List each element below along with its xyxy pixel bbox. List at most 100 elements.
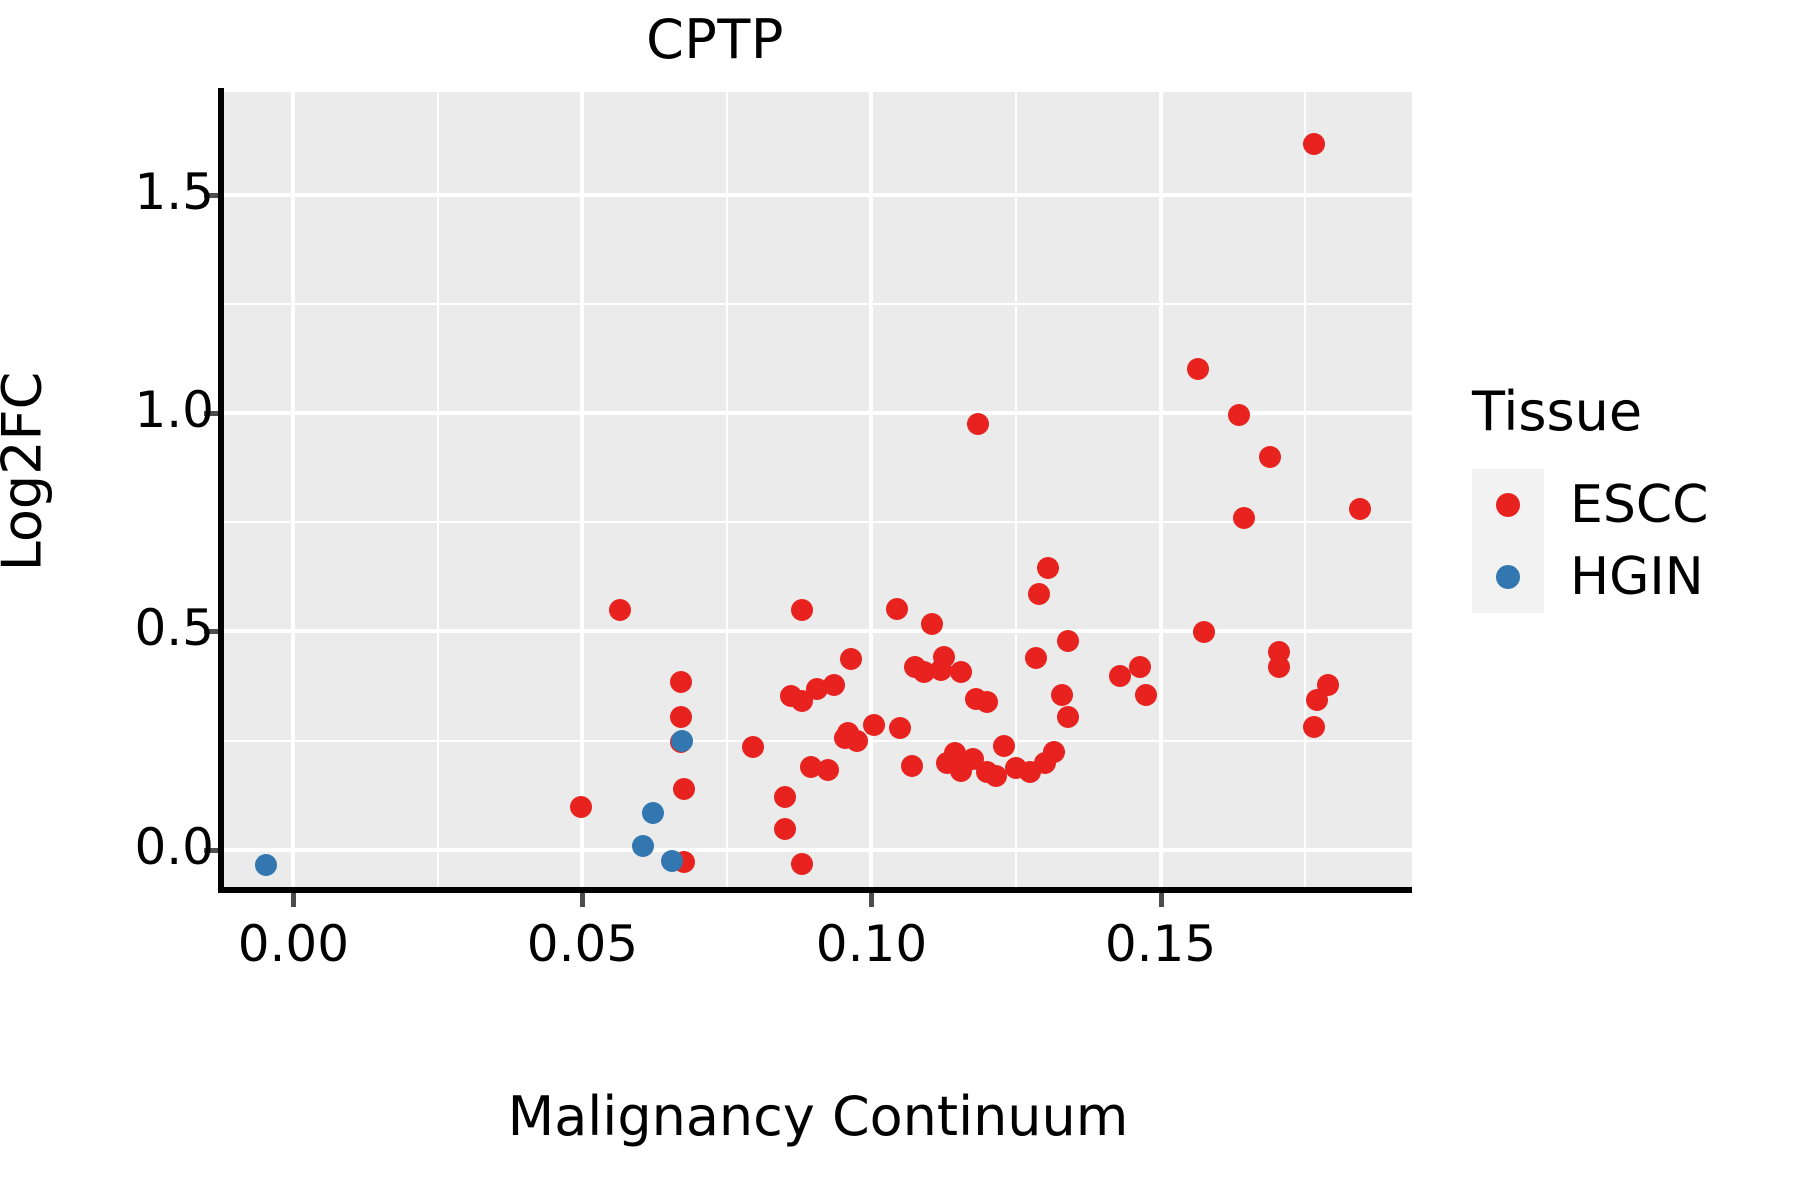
x-tick-mark: [869, 893, 875, 907]
gridline-y-minor: [224, 521, 1412, 524]
data-point-escc: [921, 612, 944, 635]
gridline-x-minor: [436, 92, 439, 887]
gridline-y-major: [224, 629, 1412, 634]
data-point-escc: [1036, 557, 1059, 580]
plot-panel-wrapper: [224, 92, 1412, 887]
gridline-y-major: [224, 192, 1412, 197]
x-axis-line: [218, 887, 1412, 893]
gridline-x-major: [580, 92, 585, 887]
data-point-escc: [669, 670, 692, 693]
data-point-hgin: [632, 834, 655, 857]
data-point-escc: [967, 412, 990, 435]
x-tick-mark: [291, 893, 297, 907]
page-title: CPTP: [646, 8, 784, 71]
data-point-escc: [822, 673, 845, 696]
data-point-escc: [791, 599, 814, 622]
data-point-escc: [773, 817, 796, 840]
data-point-escc: [935, 752, 958, 775]
legend-item-label: HGIN: [1570, 547, 1704, 607]
legend-key-swatch: [1472, 469, 1544, 541]
data-point-escc: [929, 658, 952, 681]
data-point-escc: [984, 765, 1007, 788]
data-point-escc: [1033, 751, 1056, 774]
data-point-escc: [1057, 705, 1080, 728]
data-point-escc: [672, 777, 695, 800]
y-axis-title: Log2FC: [0, 371, 54, 572]
x-tick-label: 0.10: [815, 915, 928, 973]
data-point-escc: [817, 759, 840, 782]
data-point-escc: [976, 691, 999, 714]
data-point-escc: [741, 736, 764, 759]
data-point-escc: [1268, 656, 1291, 679]
x-tick-label: 0.05: [526, 915, 639, 973]
legend-dot-icon: [1496, 565, 1520, 589]
gridline-x-major: [291, 92, 296, 887]
y-tick-mark: [204, 629, 218, 635]
data-point-escc: [1302, 133, 1325, 156]
data-point-escc: [609, 598, 631, 621]
legend-item-escc[interactable]: ESCC: [1472, 469, 1792, 541]
y-tick-mark: [204, 411, 218, 417]
x-tick-label: 0.00: [237, 915, 350, 973]
gridline-y-major: [224, 411, 1412, 416]
legend-item-hgin[interactable]: HGIN: [1472, 541, 1792, 613]
data-point-escc: [1187, 358, 1210, 381]
x-tick-mark: [580, 893, 586, 907]
data-point-escc: [1129, 656, 1152, 679]
data-point-escc: [993, 734, 1016, 757]
gridline-x-minor: [1304, 92, 1307, 887]
data-point-hgin: [254, 854, 277, 877]
data-point-escc: [1305, 689, 1328, 712]
data-point-hgin: [670, 729, 693, 752]
data-point-escc: [900, 755, 923, 777]
gridline-y-major: [224, 847, 1412, 852]
data-point-escc: [1135, 683, 1158, 706]
data-point-escc: [1025, 646, 1048, 669]
gridline-x-minor: [1015, 92, 1017, 887]
data-point-escc: [1259, 445, 1282, 468]
legend-dot-icon: [1496, 493, 1520, 517]
data-point-hgin: [661, 849, 684, 872]
data-point-hgin: [641, 801, 664, 824]
y-tick-mark: [204, 192, 218, 198]
legend-rows: ESCC HGIN: [1472, 469, 1792, 613]
gridline-x-major: [1158, 92, 1163, 887]
x-tick-mark: [1158, 893, 1164, 907]
data-point-escc: [799, 755, 822, 778]
y-tick-label: 1.0: [134, 381, 214, 440]
data-point-escc: [669, 705, 692, 728]
legend-key-swatch: [1472, 541, 1544, 613]
data-point-escc: [1109, 665, 1132, 688]
data-point-escc: [1302, 715, 1325, 738]
data-point-escc: [912, 660, 935, 683]
y-tick-mark: [204, 847, 218, 853]
data-point-escc: [570, 796, 593, 819]
data-point-escc: [1233, 506, 1256, 529]
x-axis-title: Malignancy Continuum: [507, 1085, 1129, 1148]
legend: Tissue ESCC HGIN: [1472, 380, 1792, 613]
data-point-escc: [1028, 583, 1051, 606]
data-point-escc: [886, 597, 909, 620]
legend-item-label: ESCC: [1570, 475, 1709, 535]
data-point-escc: [889, 717, 912, 740]
data-point-escc: [837, 721, 860, 744]
data-point-escc: [1051, 683, 1074, 706]
gridline-x-minor: [725, 92, 728, 887]
y-axis-line: [218, 88, 224, 891]
y-tick-label: 0.0: [134, 817, 214, 876]
gridline-x-major: [869, 92, 874, 887]
y-tick-label: 0.5: [134, 599, 214, 658]
data-point-escc: [840, 647, 863, 670]
x-tick-label: 0.15: [1104, 915, 1217, 973]
gridline-y-minor: [224, 739, 1412, 742]
data-point-escc: [1348, 498, 1371, 521]
data-point-escc: [1227, 404, 1250, 427]
plot-panel: [224, 92, 1412, 887]
data-point-escc: [791, 690, 814, 713]
data-point-escc: [1192, 621, 1215, 644]
data-point-escc: [950, 660, 973, 683]
data-point-escc: [863, 714, 886, 737]
gridline-y-minor: [224, 302, 1412, 305]
data-point-escc: [773, 786, 796, 809]
